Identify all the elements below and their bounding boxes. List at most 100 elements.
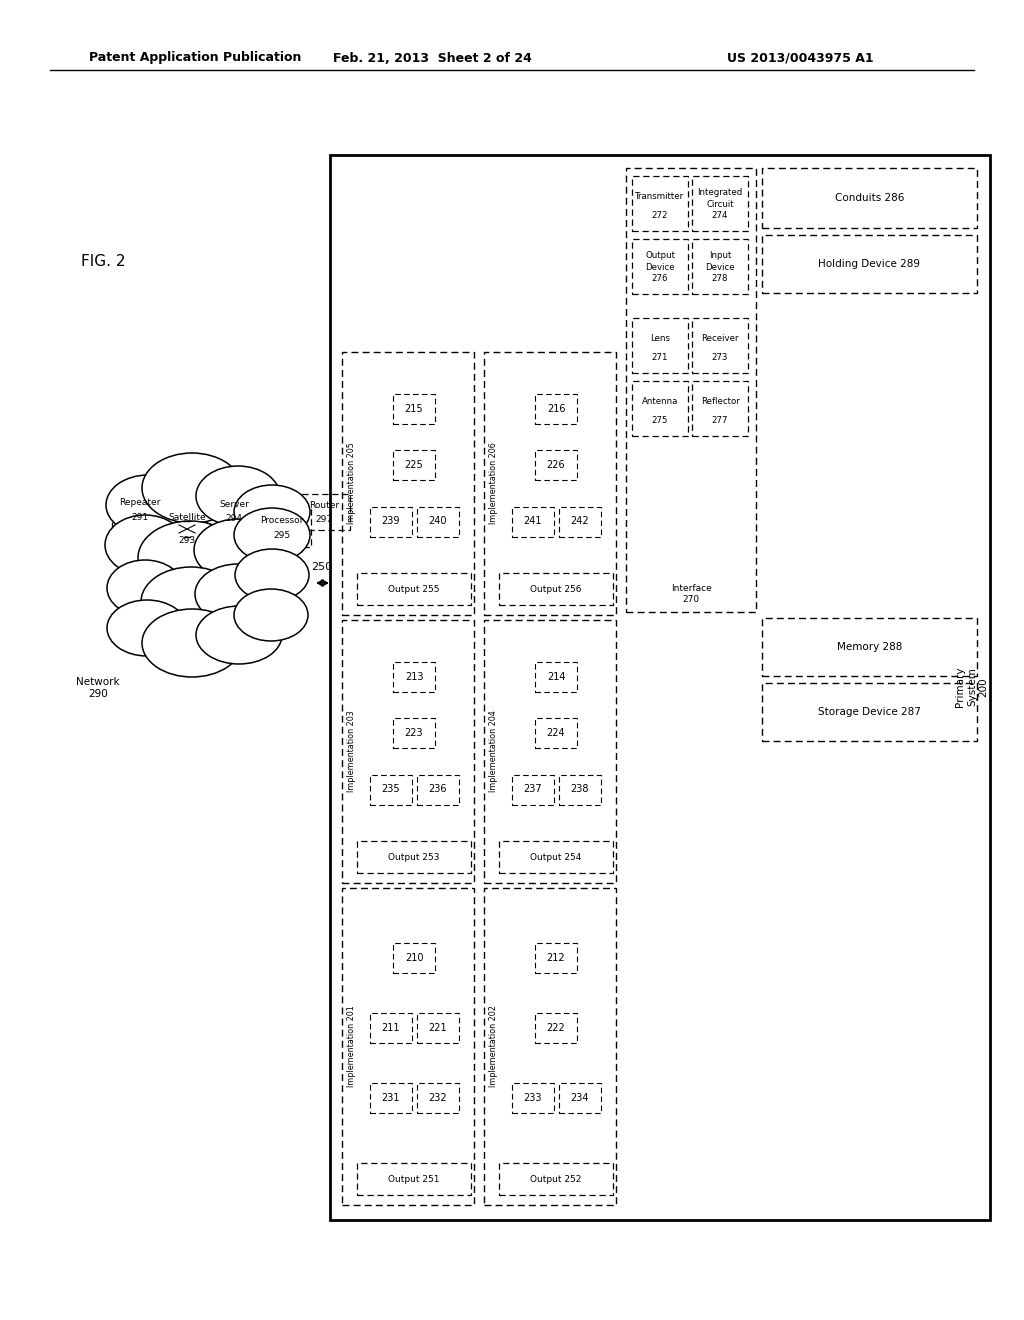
Text: Device: Device [645,263,675,272]
Ellipse shape [234,484,310,539]
Bar [692,239,748,294]
Text: 291: 291 [131,513,148,521]
Ellipse shape [234,549,309,601]
Text: Holding Device 289: Holding Device 289 [818,259,921,269]
Text: Patent Application Publication: Patent Application Publication [89,51,301,65]
Text: 240: 240 [428,516,446,527]
Text: 237: 237 [523,784,542,795]
Bar [393,661,435,692]
Ellipse shape [194,519,282,581]
Text: Feb. 21, 2013  Sheet 2 of 24: Feb. 21, 2013 Sheet 2 of 24 [333,51,531,65]
Bar [535,450,577,480]
Bar [207,492,261,529]
Bar [393,393,435,424]
Text: 223: 223 [404,729,423,738]
Text: 222: 222 [547,1023,565,1034]
Bar [370,1012,412,1043]
Text: 250: 250 [311,562,333,572]
Text: 216: 216 [547,404,565,413]
Bar [298,494,350,531]
Text: 271: 271 [651,354,669,362]
Bar [253,507,311,546]
Ellipse shape [142,453,242,523]
Bar [393,450,435,480]
Bar [370,507,412,536]
Text: 295: 295 [273,531,291,540]
Text: 235: 235 [381,784,399,795]
Bar [417,775,459,804]
Text: Network
290: Network 290 [76,677,120,698]
Bar [417,1012,459,1043]
Text: 224: 224 [547,729,565,738]
Bar [393,718,435,748]
Text: Antenna: Antenna [642,397,678,405]
Bar [512,507,554,536]
Bar [370,1082,412,1113]
Bar [762,168,977,228]
Text: 278: 278 [712,275,728,282]
Text: Memory 288: Memory 288 [837,642,902,652]
Text: Output 251: Output 251 [388,1175,439,1184]
Ellipse shape [196,606,282,664]
Ellipse shape [105,515,185,576]
Ellipse shape [196,466,280,525]
Text: Repeater: Repeater [119,498,160,507]
Text: 233: 233 [523,1093,542,1104]
Text: 277: 277 [712,416,728,425]
Text: Server: Server [219,500,249,508]
Bar [342,888,474,1205]
Bar [632,318,688,374]
Text: 238: 238 [570,784,589,795]
Text: Integrated: Integrated [697,187,742,197]
Bar [535,942,577,973]
Bar [499,841,613,873]
Bar [762,682,977,741]
Text: 213: 213 [404,672,423,681]
Text: Implementation 205: Implementation 205 [346,442,355,524]
Text: Implementation 202: Implementation 202 [488,1005,498,1086]
Ellipse shape [106,601,187,656]
Text: 226: 226 [547,459,565,470]
Bar [417,507,459,536]
Bar [535,718,577,748]
Text: Output 256: Output 256 [530,585,582,594]
Text: US 2013/0043975 A1: US 2013/0043975 A1 [727,51,873,65]
Text: 276: 276 [651,275,669,282]
Bar [342,352,474,615]
Bar [535,393,577,424]
Bar [692,381,748,436]
Text: 297: 297 [315,515,333,524]
Text: 210: 210 [404,953,423,964]
Bar [535,661,577,692]
Text: 221: 221 [428,1023,446,1034]
Text: Output 254: Output 254 [530,853,582,862]
Text: Interface
270: Interface 270 [671,585,712,603]
Text: Output 253: Output 253 [388,853,439,862]
Text: Implementation 206: Implementation 206 [488,442,498,524]
Text: Processor: Processor [260,516,304,525]
Bar [558,775,600,804]
Text: Output 252: Output 252 [530,1175,582,1184]
Bar [484,888,616,1205]
Ellipse shape [234,589,308,642]
Text: Transmitter: Transmitter [636,191,685,201]
Text: 294: 294 [225,513,243,523]
Text: Implementation 203: Implementation 203 [346,710,355,792]
Text: 272: 272 [651,211,669,220]
Ellipse shape [142,609,242,677]
Text: 236: 236 [428,784,446,795]
Bar [112,490,167,528]
Text: 234: 234 [570,1093,589,1104]
Bar [626,168,756,612]
Ellipse shape [106,560,183,616]
Bar [499,573,613,605]
Text: Receiver: Receiver [701,334,738,343]
Text: Device: Device [706,263,735,272]
Text: Circuit: Circuit [707,201,734,209]
Text: 273: 273 [712,354,728,362]
Bar [512,775,554,804]
Bar [632,176,688,231]
Text: Primary
System
200: Primary System 200 [955,667,988,708]
Bar [357,1163,471,1195]
Bar [632,381,688,436]
